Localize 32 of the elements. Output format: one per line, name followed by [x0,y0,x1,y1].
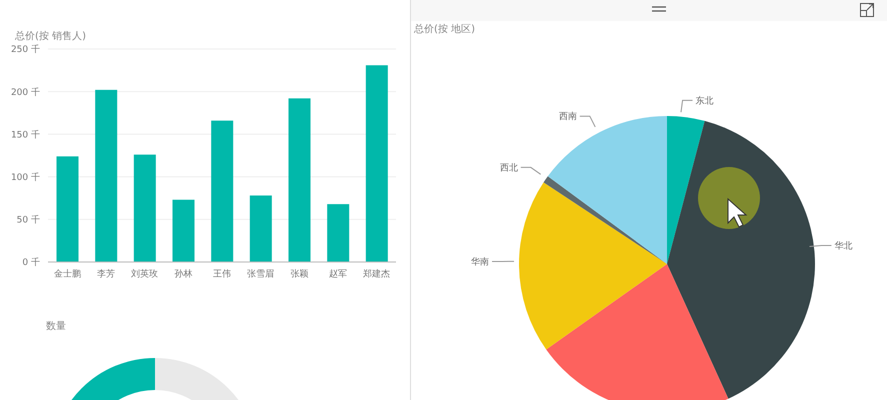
slice-label: 华南 [471,256,490,268]
x-tick-label: 郑建杰 [363,268,390,280]
x-tick-label: 王伟 [213,268,231,280]
chart-title: 总价(按 地区) [414,22,475,36]
x-tick-label: 孙林 [174,268,192,280]
y-tick-label: 50 千 [16,214,40,226]
bar [95,90,118,262]
slice-label: 东北 [696,95,714,106]
slice-label: 西北 [500,162,518,174]
x-tick-label: 张雪眉 [247,268,274,280]
bar [211,120,234,262]
y-tick-label: 0 千 [22,257,40,268]
bar [134,154,156,262]
y-tick-label: 150 千 [10,129,40,140]
chart-title: 数量 [46,320,66,333]
x-tick-label: 张颖 [290,268,308,280]
bar [250,196,272,262]
bar [172,200,195,262]
x-tick-label: 赵军 [329,268,347,280]
x-tick-label: 李芳 [97,268,115,280]
bar [366,65,388,262]
y-tick-label: 200 千 [10,86,40,98]
bar [327,204,350,262]
bar [56,156,79,262]
bar [288,98,311,262]
x-tick-label: 刘英玫 [131,268,158,280]
x-tick-label: 金士鹏 [54,268,81,280]
chart-title: 总价(按 销售人) [15,30,86,43]
slice-label: 西南 [558,111,577,122]
slice-label: 华北 [834,240,852,252]
y-tick-label: 100 千 [10,172,40,183]
y-tick-label: 250 千 [10,44,40,56]
